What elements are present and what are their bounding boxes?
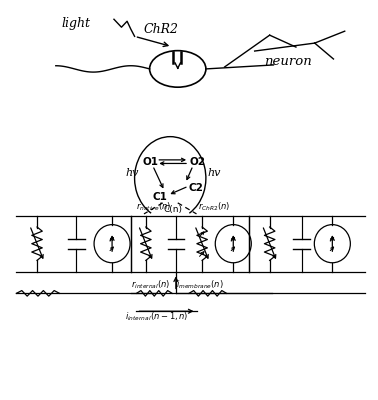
Text: $i_{internal}(n-1,n)$: $i_{internal}(n-1,n)$ [125,310,189,323]
Text: $i_{membrane}(n)$: $i_{membrane}(n)$ [176,278,224,291]
Text: C1: C1 [153,192,167,202]
Text: $r_{internal}(n)$: $r_{internal}(n)$ [131,278,170,291]
Text: O2: O2 [189,158,205,168]
Text: $r_{ChR2}(n)$: $r_{ChR2}(n)$ [198,201,231,214]
Text: ChR2: ChR2 [144,23,179,36]
Text: $r_{native}(n)$: $r_{native}(n)$ [136,201,172,214]
Text: light: light [61,17,90,30]
Text: hv: hv [125,168,139,178]
Text: O1: O1 [143,158,159,168]
Text: C2: C2 [189,183,204,193]
Text: C(n): C(n) [164,205,183,214]
Text: neuron: neuron [264,55,312,68]
Text: hv: hv [208,168,221,178]
